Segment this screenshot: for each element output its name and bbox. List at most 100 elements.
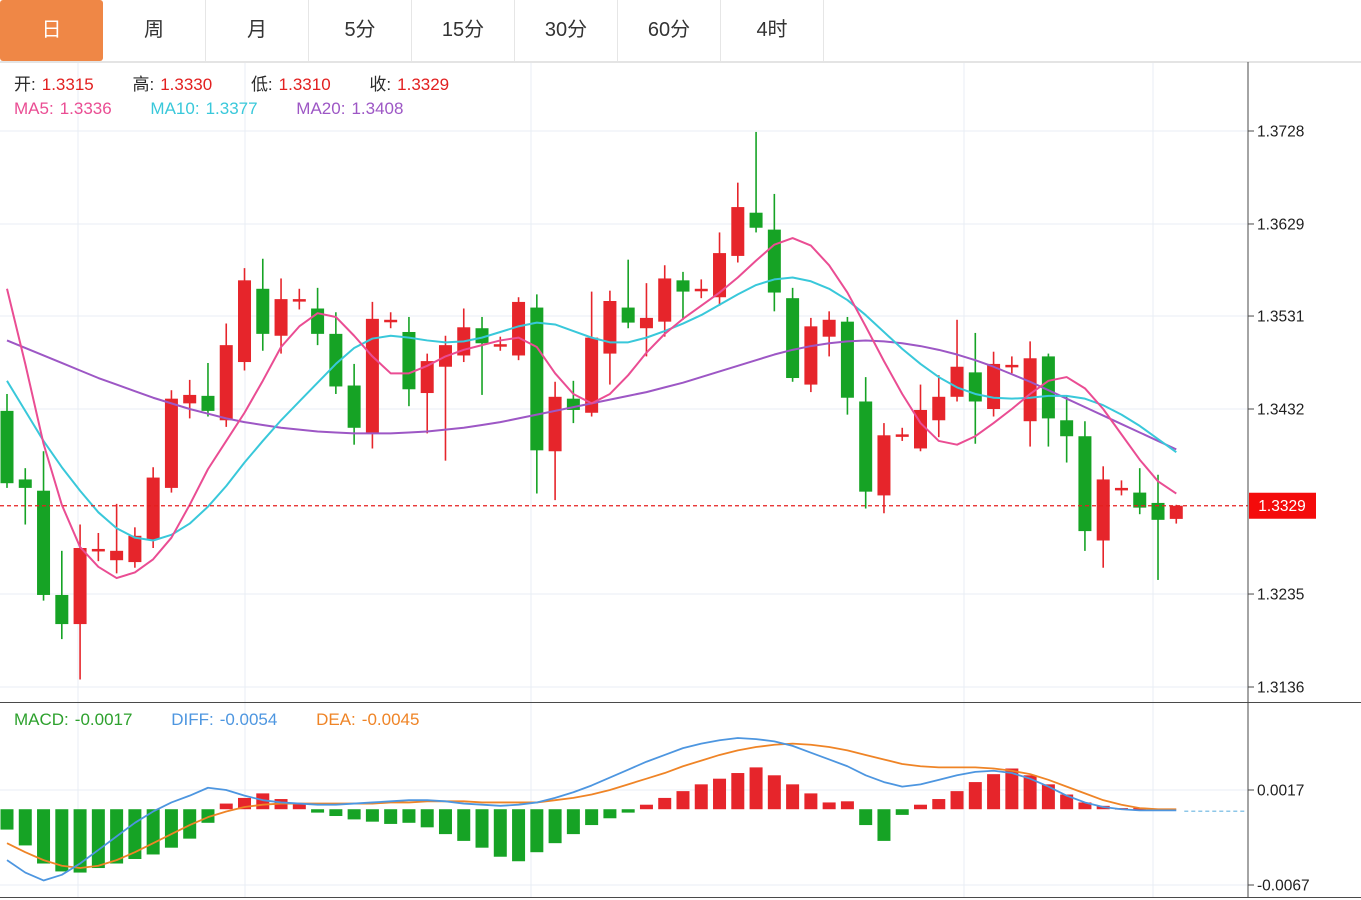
axis-tick-label: 0.0017	[1257, 783, 1304, 800]
tab-min60[interactable]: 60分	[618, 0, 721, 61]
candle-body	[767, 229, 781, 293]
macd-bar	[365, 809, 379, 822]
candle-body	[987, 363, 1001, 410]
candle-body	[1041, 356, 1055, 419]
candle-body	[347, 385, 361, 428]
macd-bar	[164, 809, 178, 848]
candle-body	[91, 548, 105, 552]
tab-week[interactable]: 周	[103, 0, 206, 61]
macd-bar	[639, 804, 653, 810]
macd-bar	[658, 797, 672, 810]
macd-bar	[676, 791, 690, 810]
candle-body	[621, 307, 635, 323]
candle-body	[749, 212, 763, 228]
candle-body	[713, 253, 727, 298]
candle-body	[512, 301, 526, 356]
macd-bar	[238, 797, 252, 810]
candle-body	[932, 396, 946, 421]
macd-bar	[767, 775, 781, 810]
candle-body	[201, 395, 215, 411]
macd-bar	[0, 809, 14, 830]
tab-min15[interactable]: 15分	[412, 0, 515, 61]
candle-body	[402, 331, 416, 390]
candle-body	[950, 366, 964, 397]
macd-bar	[347, 809, 361, 820]
ma5-line	[6, 237, 1177, 580]
candle-body	[822, 319, 836, 337]
candle-body	[146, 477, 160, 540]
macd-bar	[1023, 775, 1037, 810]
macd-bar	[1041, 784, 1055, 810]
macd-bar	[694, 784, 708, 810]
macd-bar	[566, 809, 580, 835]
candle-body	[530, 307, 544, 451]
macd-bar	[493, 809, 507, 857]
candle-body	[18, 479, 32, 488]
current-price-tag	[1249, 492, 1316, 519]
macd-bar	[91, 809, 105, 869]
candle-body	[895, 434, 909, 437]
macd-bar	[749, 767, 763, 810]
macd-bar	[603, 809, 617, 819]
candle-body	[238, 280, 252, 363]
macd-bar	[329, 809, 343, 817]
macd-bar	[384, 809, 398, 824]
candle-body	[1096, 479, 1110, 541]
candle-body	[968, 372, 982, 402]
tab-day[interactable]: 日	[0, 0, 103, 61]
macd-bar	[37, 809, 51, 864]
tab-hour4[interactable]: 4时	[721, 0, 824, 61]
diff-line	[6, 737, 1177, 882]
tab-month[interactable]: 月	[206, 0, 309, 61]
candle-body	[256, 288, 270, 334]
macd-bar	[895, 809, 909, 815]
candle-body	[420, 361, 434, 394]
candle-body	[1151, 502, 1165, 520]
macd-bar	[402, 809, 416, 823]
macd-bar	[1005, 768, 1019, 810]
candle-body	[1133, 492, 1147, 508]
current-price-tag-label: 1.3329	[1258, 498, 1305, 515]
candle-body	[1114, 487, 1128, 491]
candle-body	[859, 401, 873, 492]
macd-bar	[822, 802, 836, 810]
macd-bar	[1078, 802, 1092, 810]
macd-bar	[585, 809, 599, 826]
dea-line	[6, 742, 1177, 869]
candle-body	[219, 345, 233, 421]
candle-body	[1060, 420, 1074, 437]
macd-bar	[914, 804, 927, 810]
tab-min5[interactable]: 5分	[309, 0, 412, 61]
axis-tick-label: 1.3432	[1257, 402, 1304, 419]
candle-body	[110, 550, 124, 561]
candle-body	[128, 535, 142, 563]
axis-tick-label: 1.3629	[1257, 216, 1304, 233]
axis-tick-label: 1.3728	[1257, 124, 1304, 141]
macd-bar	[292, 803, 306, 810]
candle-body	[37, 490, 51, 595]
axis-tick-label: 1.3136	[1257, 680, 1304, 697]
candlestick-chart[interactable]: 1.3728 1.3629 1.3531 1.3432 1.3235 1.3136 0.00…	[0, 62, 1361, 900]
macd-bar	[420, 809, 434, 828]
candle-body	[1078, 436, 1092, 532]
candle-body	[877, 435, 891, 496]
macd-bar	[530, 809, 544, 853]
candle-body	[639, 317, 653, 329]
macd-bar	[73, 809, 87, 873]
macd-bar	[18, 809, 32, 846]
candle-body	[658, 278, 672, 322]
candle-body	[566, 398, 580, 410]
axis-tick-label: 1.3235	[1257, 587, 1304, 604]
ma10-line	[6, 276, 1177, 542]
macd-bar	[183, 809, 197, 839]
axis-tick-label: -0.0067	[1257, 878, 1310, 895]
macd-bar	[311, 809, 325, 813]
candle-body	[493, 344, 507, 347]
macd-bar	[840, 801, 854, 810]
tab-min30[interactable]: 30分	[515, 0, 618, 61]
timeframe-tabbar: 日周月 5分 15分 30分 60分 4时	[0, 0, 1361, 62]
candle-body	[786, 298, 800, 379]
candle-body	[585, 337, 599, 413]
candle-body	[329, 333, 343, 387]
candle-body	[292, 299, 306, 302]
